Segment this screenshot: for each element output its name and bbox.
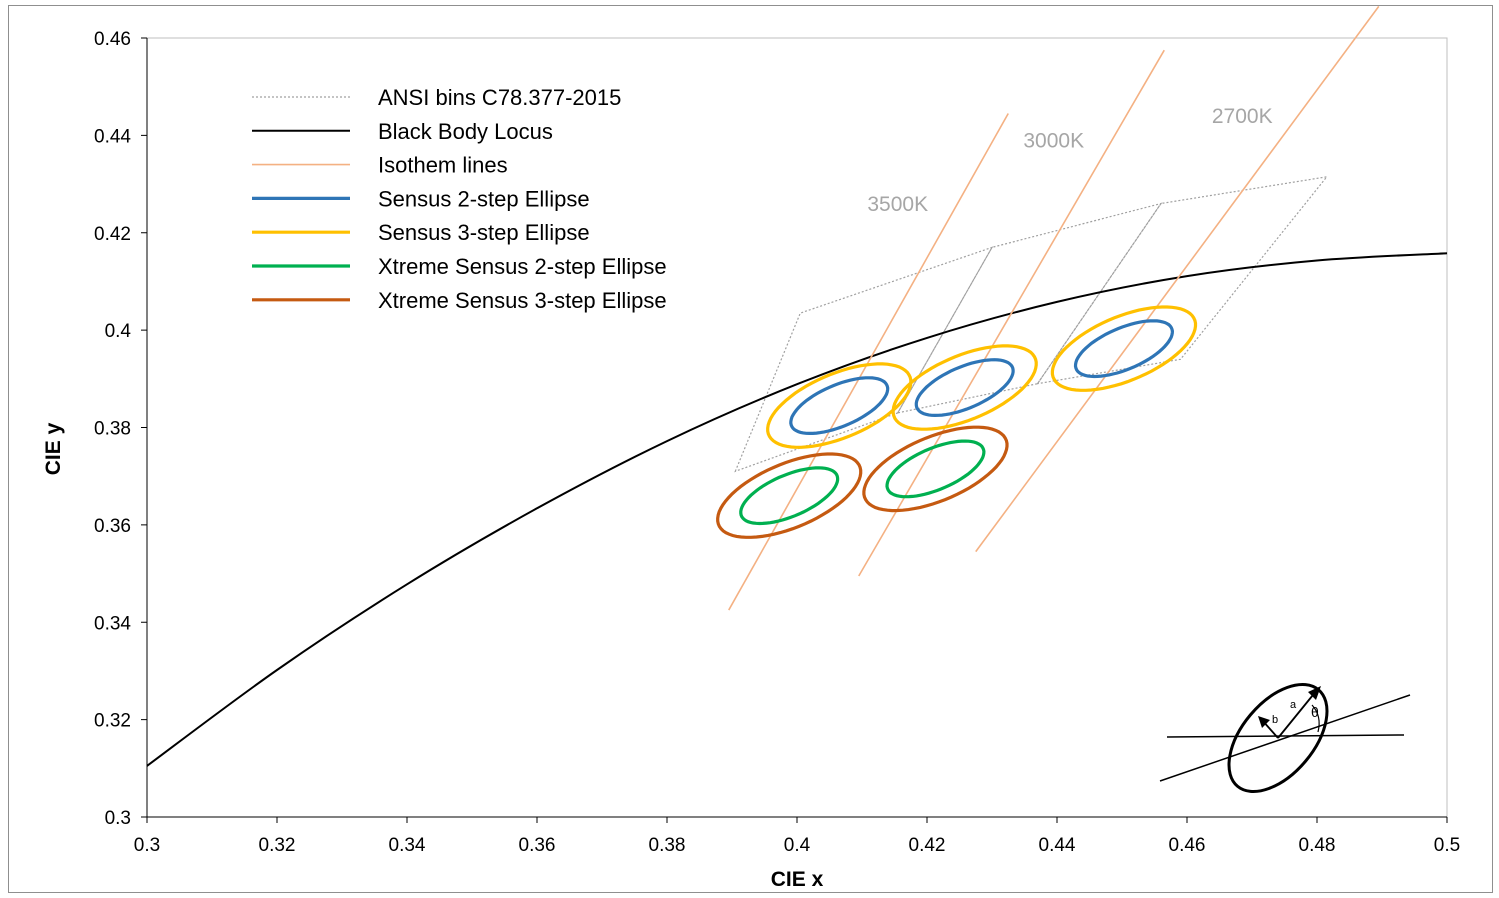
cct-label: 3500K <box>867 193 928 216</box>
inset-tilted-axis <box>1159 694 1411 782</box>
x-tick-label: 0.42 <box>909 835 946 856</box>
inset-label-b: b <box>1272 714 1278 726</box>
legend-label-sensus3: Sensus 3-step Ellipse <box>378 220 590 245</box>
y-tick-label: 0.32 <box>94 711 131 732</box>
x-tick-label: 0.38 <box>649 835 686 856</box>
isotherm-line <box>728 113 1009 611</box>
y-axis-title: CIE y <box>42 422 65 475</box>
x-tick-label: 0.5 <box>1434 835 1460 856</box>
xtreme2-ellipse <box>739 466 840 526</box>
cct-label: 2700K <box>1212 105 1273 128</box>
x-tick-label: 0.48 <box>1299 835 1336 856</box>
sensus3-ellipse <box>1050 305 1198 392</box>
black-body-locus <box>146 252 1448 767</box>
legend-label-xtreme3: Xtreme Sensus 3-step Ellipse <box>378 288 667 313</box>
x-tick-label: 0.32 <box>259 835 296 856</box>
sensus2-ellipse <box>1073 319 1175 379</box>
chart-frame <box>8 5 1493 893</box>
y-tick-label: 0.44 <box>94 126 131 147</box>
legend-label-isotherm: Isothem lines <box>378 153 508 178</box>
x-tick-label: 0.3 <box>134 835 160 856</box>
inset-theta-arc <box>1311 704 1320 733</box>
isotherm-line <box>858 49 1165 577</box>
x-axis-ticks: 0.3 0.32 0.34 0.36 0.38 0.4 0.42 0.44 0.46 0.48 0.… <box>134 817 1460 856</box>
x-tick-label: 0.4 <box>784 835 811 856</box>
y-tick-label: 0.42 <box>94 224 131 245</box>
isotherm-line <box>975 5 1380 553</box>
plot-area: 3500K 3000K 2700K <box>146 5 1448 818</box>
inset-label-theta: θ <box>1311 704 1319 720</box>
x-tick-label: 0.44 <box>1039 835 1076 856</box>
y-tick-label: 0.38 <box>94 419 131 440</box>
y-tick-label: 0.4 <box>105 321 132 342</box>
legend-label-ansi: ANSI bins C78.377-2015 <box>378 85 621 110</box>
inset-major-arrowhead <box>1308 686 1321 700</box>
inset-horizontal-axis <box>1166 734 1405 738</box>
y-tick-label: 0.3 <box>105 808 131 829</box>
ellipse-parameter-inset: ab θ <box>1159 682 1411 794</box>
xtreme3-ellipse <box>716 452 863 539</box>
legend-label-sensus2: Sensus 2-step Ellipse <box>378 186 590 211</box>
inset-major-axis-arrow <box>1277 689 1318 739</box>
y-tick-label: 0.34 <box>94 613 131 634</box>
legend-label-xtreme2: Xtreme Sensus 2-step Ellipse <box>378 254 667 279</box>
x-axis-title: CIE x <box>771 868 824 891</box>
y-tick-label: 0.36 <box>94 516 131 537</box>
legend-label-locus: Black Body Locus <box>378 119 553 144</box>
x-tick-label: 0.46 <box>1169 835 1206 856</box>
inset-minor-arrowhead <box>1258 716 1270 728</box>
sensus2-ellipse <box>789 376 890 435</box>
cct-label: 3000K <box>1023 130 1084 153</box>
x-tick-label: 0.36 <box>519 835 556 856</box>
xtreme3-ellipse <box>862 425 1009 513</box>
sensus3-ellipse <box>766 362 913 449</box>
ansi-bin <box>734 246 994 473</box>
sensus3-ellipse <box>891 344 1038 431</box>
y-axis-ticks: 0.3 0.32 0.34 0.36 0.38 0.4 0.42 0.44 0.46 <box>94 29 147 829</box>
xtreme2-ellipse <box>885 439 986 499</box>
ansi-bin <box>896 202 1163 414</box>
legend: ANSI bins C78.377-2015 Black Body Locus Is… <box>252 85 667 313</box>
y-tick-label: 0.46 <box>94 29 131 50</box>
plot-border <box>146 37 1448 818</box>
sensus2-ellipse <box>914 358 1015 418</box>
x-tick-label: 0.34 <box>389 835 426 856</box>
inset-label-a: a <box>1290 699 1297 711</box>
